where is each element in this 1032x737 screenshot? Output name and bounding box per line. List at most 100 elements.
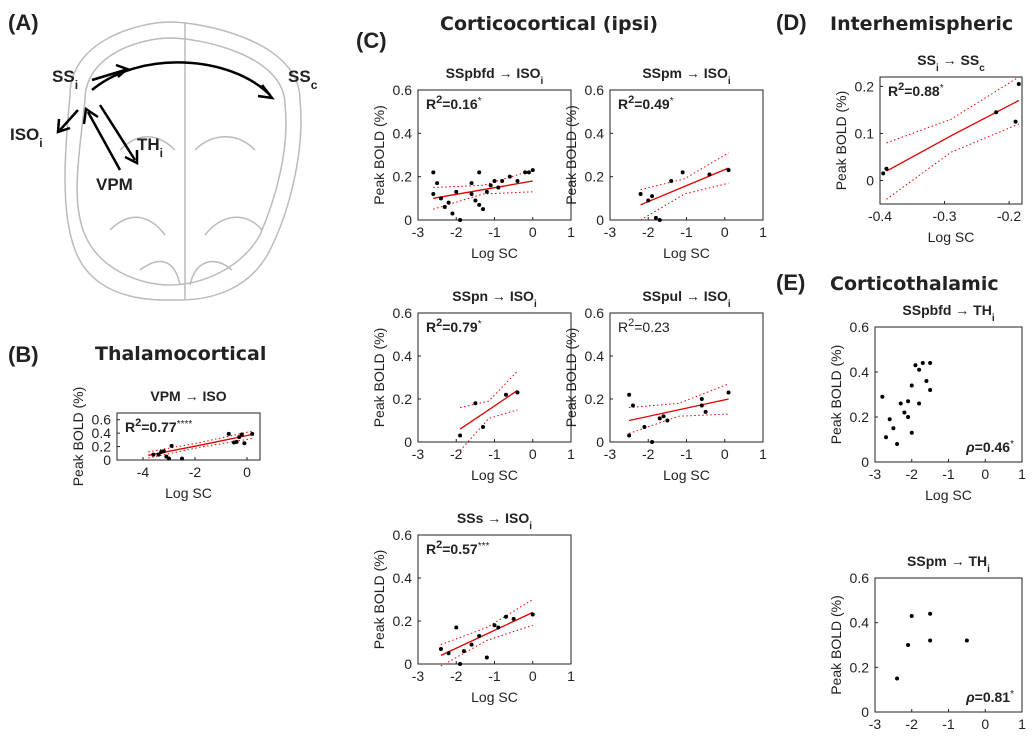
region-sub: c xyxy=(311,78,318,92)
stat-symbol: R xyxy=(426,541,436,557)
region-name: SS xyxy=(52,67,75,86)
data-point xyxy=(484,189,489,194)
data-point xyxy=(234,439,239,444)
stat-mark: * xyxy=(1010,689,1014,700)
data-point xyxy=(500,179,505,183)
confidence-bound xyxy=(640,152,729,191)
stat-mark: **** xyxy=(177,419,193,430)
data-point xyxy=(906,415,911,419)
title-text: SSpn → ISO xyxy=(452,288,534,304)
title-text: SSpbfd → TH xyxy=(902,302,991,318)
title-sub: i xyxy=(992,313,995,324)
panel-title: Corticothalamic xyxy=(830,273,999,295)
data-point xyxy=(653,215,658,220)
fit-line xyxy=(440,611,534,656)
data-point xyxy=(627,433,632,438)
data-point xyxy=(924,379,929,383)
data-point xyxy=(180,456,184,461)
data-point xyxy=(481,424,486,429)
scatter-chart: -0.4 -0.3 -0.2 0 0.1 0.2 Log SC Peak BOLD (%) SS… xyxy=(833,52,1023,245)
x-tick-label: -0.3 xyxy=(932,208,956,224)
data-point xyxy=(226,431,231,436)
data-point xyxy=(891,426,896,431)
data-point xyxy=(920,361,925,365)
stat-power: 2 xyxy=(898,81,904,93)
data-point xyxy=(726,390,731,395)
title-text: → SS xyxy=(939,52,979,68)
data-point xyxy=(477,202,482,207)
chart-title: SSpm → THi xyxy=(907,553,990,575)
data-point xyxy=(488,183,493,188)
panel-label: (E) xyxy=(776,270,805,295)
y-tick-label: 0 xyxy=(866,172,874,188)
data-point xyxy=(242,441,247,446)
y-tick-label: 0.4 xyxy=(850,364,870,380)
plot-box xyxy=(417,89,572,221)
stat-symbol: ρ xyxy=(965,689,975,705)
panel-label: (A) xyxy=(8,10,39,35)
x-axis-label: Log SC xyxy=(165,485,212,501)
x-tick-label: -1 xyxy=(488,446,501,462)
data-point xyxy=(484,655,489,660)
x-tick-label: 1 xyxy=(567,446,575,462)
stat-power: 2 xyxy=(628,94,634,106)
data-point xyxy=(492,179,497,183)
data-point xyxy=(496,625,501,630)
plot-box xyxy=(609,312,764,443)
data-point xyxy=(469,642,474,647)
stat-symbol: R xyxy=(888,83,898,99)
fit-line xyxy=(628,398,729,422)
x-tick-label: -1 xyxy=(488,668,501,684)
y-tick-label: 0.6 xyxy=(585,82,605,98)
data-point xyxy=(902,410,907,415)
confidence-bound xyxy=(440,599,534,646)
data-point xyxy=(473,198,478,203)
plot-box xyxy=(417,534,572,665)
panel-label: (C) xyxy=(356,28,387,53)
x-axis-label: Log SC xyxy=(663,467,710,483)
plot-box xyxy=(874,326,1023,463)
stat-value: =0.88 xyxy=(904,83,940,99)
panel-label: (B) xyxy=(8,342,39,367)
data-point xyxy=(630,403,635,408)
data-point xyxy=(699,397,704,401)
data-point xyxy=(454,189,459,194)
data-point xyxy=(661,414,666,419)
data-point xyxy=(526,170,531,175)
stat-value: =0.16 xyxy=(442,96,478,112)
title-sub: i xyxy=(987,564,990,575)
stat-power: 2 xyxy=(436,539,442,551)
stat-value: =0.57 xyxy=(442,541,478,557)
stat-power: 2 xyxy=(436,94,442,106)
data-point xyxy=(496,185,501,190)
data-point xyxy=(431,170,436,175)
title-text: VPM → ISO xyxy=(150,388,226,404)
x-tick-label: 1 xyxy=(567,668,575,684)
data-point xyxy=(530,612,535,617)
data-point xyxy=(895,442,900,446)
region-name: TH xyxy=(137,135,160,154)
stat-mark: * xyxy=(670,96,674,107)
stat-value: =0.79 xyxy=(442,319,478,335)
stat-mark: * xyxy=(478,96,482,107)
data-point xyxy=(515,179,520,183)
x-tick-label: 1 xyxy=(1018,466,1026,482)
x-tick-label: 0 xyxy=(243,464,251,480)
y-tick-label: 0.6 xyxy=(92,412,112,428)
data-point xyxy=(906,643,911,647)
stat-label: R2=0.16* xyxy=(426,94,482,112)
y-tick-label: 0.6 xyxy=(393,305,413,321)
data-point xyxy=(909,613,914,618)
data-point xyxy=(438,196,443,201)
region-label: ISOi xyxy=(10,125,43,150)
y-tick-label: 0.4 xyxy=(393,125,413,141)
y-axis-label: Peak BOLD (%) xyxy=(833,91,849,191)
stat-label: R2=0.77**** xyxy=(125,417,192,435)
title-sub: i xyxy=(534,299,537,310)
x-tick-label: -3 xyxy=(604,224,617,240)
title-sub: i xyxy=(529,521,532,532)
stat-symbol: R xyxy=(125,419,135,435)
y-tick-label: 0.4 xyxy=(585,125,605,141)
